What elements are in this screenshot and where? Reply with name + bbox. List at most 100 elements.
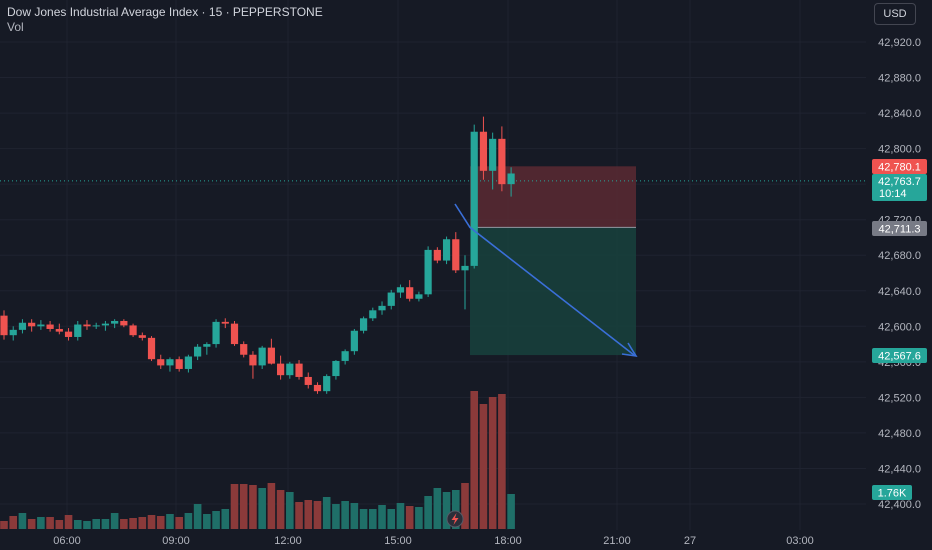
candle[interactable]: [46, 320, 54, 332]
candle[interactable]: [498, 126, 506, 192]
candle[interactable]: [396, 284, 405, 298]
candle[interactable]: [230, 320, 239, 346]
price-axis-bg: [866, 0, 932, 550]
candle[interactable]: [489, 132, 497, 190]
candle[interactable]: [37, 320, 45, 330]
candle[interactable]: [452, 232, 460, 273]
lightning-icon[interactable]: [446, 510, 464, 528]
symbol-title[interactable]: Dow Jones Industrial Average Index · 15 …: [7, 5, 323, 19]
arrow-line[interactable]: [454, 203, 635, 356]
current-price: 42,763.7: [878, 176, 921, 188]
time-axis-bg: [0, 530, 932, 550]
candle[interactable]: [240, 341, 248, 358]
price-tick-label: 42,440.0: [878, 463, 921, 475]
candle[interactable]: [369, 307, 377, 321]
time-axis[interactable]: 06:00 09:00 12:00 15:00 18:00 21:00 27 03:00: [53, 535, 814, 547]
candle[interactable]: [147, 336, 156, 361]
candle[interactable]: [111, 319, 119, 329]
candle[interactable]: [304, 372, 312, 389]
price-tick-label: 42,800.0: [878, 144, 921, 156]
candle[interactable]: [295, 360, 303, 380]
candle[interactable]: [194, 344, 202, 361]
volume-bar: [110, 513, 119, 529]
entry-price: 42,711.3: [878, 224, 920, 236]
candle[interactable]: [184, 354, 192, 373]
volume-bar: [332, 504, 340, 529]
volume-bars: [0, 391, 515, 529]
candle[interactable]: [83, 320, 91, 330]
candle[interactable]: [267, 338, 275, 365]
candle[interactable]: [479, 116, 488, 180]
candle[interactable]: [442, 236, 451, 265]
candles[interactable]: [0, 116, 515, 394]
volume-bar: [203, 514, 211, 529]
volume-bar: [267, 483, 276, 529]
candle[interactable]: [129, 323, 137, 337]
candle[interactable]: [350, 328, 358, 355]
volume-bar: [313, 501, 322, 529]
candle[interactable]: [359, 316, 368, 334]
candle[interactable]: [9, 326, 17, 341]
candle[interactable]: [387, 289, 395, 310]
price-tick-label: 42,840.0: [878, 108, 921, 120]
candle[interactable]: [332, 360, 340, 380]
candle[interactable]: [55, 323, 63, 335]
volume-bar: [9, 516, 18, 529]
candle[interactable]: [203, 342, 211, 355]
volume-bar: [507, 494, 515, 529]
candle[interactable]: [313, 382, 322, 394]
volume-bar: [470, 391, 479, 529]
price-tick-label: 42,920.0: [878, 37, 921, 49]
volume-bar: [129, 518, 137, 529]
candle[interactable]: [74, 320, 82, 341]
volume-bar: [461, 483, 469, 529]
candle[interactable]: [157, 354, 165, 369]
candle[interactable]: [415, 291, 423, 302]
candle[interactable]: [120, 319, 128, 328]
candle[interactable]: [92, 322, 100, 329]
arrow-head: [621, 342, 638, 358]
candle[interactable]: [277, 355, 285, 380]
candle[interactable]: [249, 351, 257, 379]
time-tick-label: 27: [684, 535, 696, 547]
candle[interactable]: [507, 167, 515, 197]
candle[interactable]: [378, 301, 386, 315]
candle[interactable]: [433, 247, 441, 264]
candle[interactable]: [221, 318, 229, 329]
candle[interactable]: [175, 356, 183, 372]
currency-button[interactable]: USD: [874, 3, 916, 25]
volume-bar: [0, 521, 8, 529]
volume-legend[interactable]: Vol: [7, 20, 24, 34]
volume-bar: [64, 515, 73, 529]
candle[interactable]: [64, 328, 73, 341]
candle[interactable]: [258, 345, 266, 369]
volume-bar: [166, 514, 174, 529]
candle[interactable]: [166, 357, 174, 372]
candle[interactable]: [138, 332, 146, 341]
candle[interactable]: [101, 320, 110, 331]
candle[interactable]: [212, 319, 220, 348]
entry-price-tag: 42,711.3: [872, 221, 927, 236]
chart-legend[interactable]: Dow Jones Industrial Average Index · 15 …: [7, 5, 323, 35]
candle[interactable]: [406, 280, 414, 302]
stop-loss-zone[interactable]: [470, 166, 636, 228]
price-axis-labels: 42,780.1 42,763.7 10:14 42,711.3 42,567.…: [872, 159, 927, 500]
candle[interactable]: [0, 310, 8, 340]
candle[interactable]: [18, 319, 27, 334]
candle[interactable]: [461, 255, 469, 310]
volume-bar: [359, 509, 368, 529]
candle[interactable]: [28, 319, 36, 332]
candle[interactable]: [470, 124, 478, 269]
short-position-tool[interactable]: [470, 166, 636, 356]
candle[interactable]: [286, 361, 294, 379]
candle[interactable]: [424, 246, 432, 297]
candle[interactable]: [323, 374, 331, 394]
current-price-tag: 42,763.7 10:14: [872, 174, 927, 201]
volume-bar: [304, 500, 313, 529]
volume-bar: [239, 484, 248, 529]
candle[interactable]: [341, 349, 349, 365]
projection-arrow[interactable]: [454, 203, 638, 358]
volume-bar: [212, 511, 220, 529]
